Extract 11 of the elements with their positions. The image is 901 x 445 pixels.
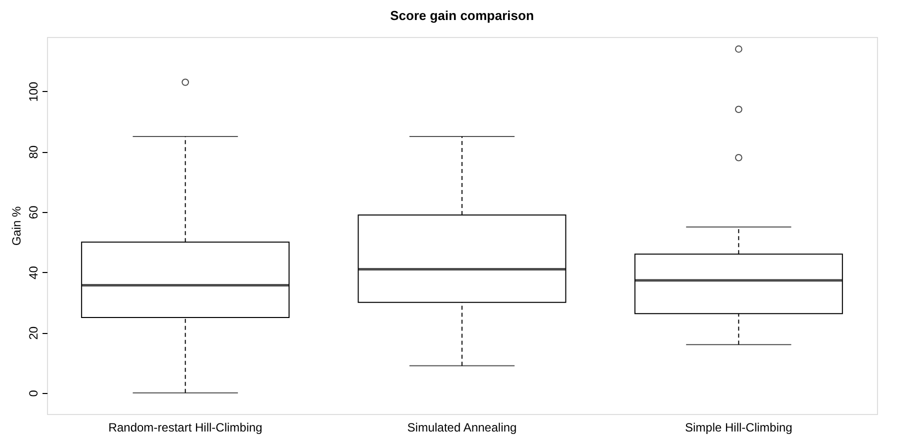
chart-title: Score gain comparison	[390, 8, 534, 23]
y-tick-label: 40	[26, 266, 40, 280]
y-tick-label: 20	[26, 326, 40, 340]
x-tick-label: Simulated Annealing	[407, 420, 517, 434]
y-tick-label: 0	[26, 390, 40, 397]
y-tick-label: 80	[26, 145, 40, 159]
x-tick-label: Simple Hill-Climbing	[684, 420, 792, 434]
y-tick-label: 100	[26, 81, 40, 102]
y-tick-label: 60	[26, 205, 40, 220]
y-axis-title: Gain %	[10, 206, 24, 246]
x-tick-label: Random-restart Hill-Climbing	[108, 420, 262, 434]
